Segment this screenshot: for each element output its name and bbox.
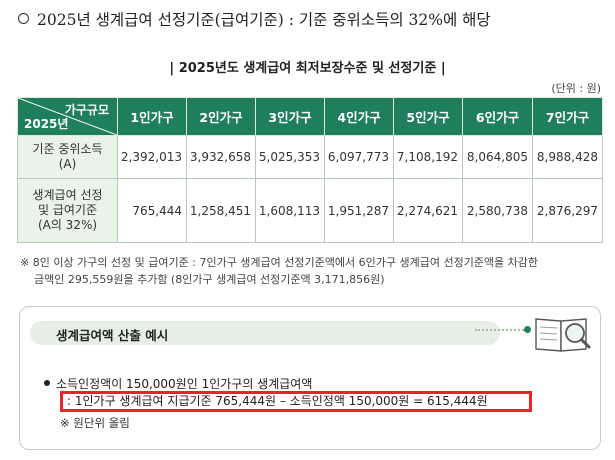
table-cell: 2,876,297 bbox=[532, 178, 603, 243]
table-cell: 2,580,738 bbox=[462, 178, 533, 243]
table-cell: 8,064,805 bbox=[462, 135, 533, 179]
table-cell: 1,951,287 bbox=[324, 178, 394, 243]
row-label: 생계급여 선정 및 급여기준 (A의 32%) bbox=[17, 178, 118, 243]
book-magnifier-icon bbox=[535, 318, 591, 352]
column-header: 5인가구 bbox=[393, 97, 463, 136]
table-note: ※ 8인 이상 가구의 선정 및 급여기준 : 7인가구 생계급여 선정기준액에… bbox=[20, 256, 539, 286]
table-cell: 8,988,428 bbox=[532, 135, 603, 179]
table-cell: 7,108,192 bbox=[393, 135, 463, 179]
example-bullet: 소득인정액이 150,000원인 1인가구의 생계급여액 bbox=[44, 375, 312, 392]
table-cell: 1,258,451 bbox=[186, 178, 256, 243]
table-row: 생계급여 선정 및 급여기준 (A의 32%) 765,444 1,258,45… bbox=[17, 178, 603, 243]
dotted-connector bbox=[475, 326, 531, 333]
calculation-highlight: : 1인가구 생계급여 지급기준 765,444원 – 소득인정액 150,00… bbox=[60, 391, 532, 412]
table-cell: 2,274,621 bbox=[393, 178, 463, 243]
column-header: 2인가구 bbox=[186, 97, 256, 136]
column-header: 1인가구 bbox=[117, 97, 187, 136]
example-title: 생계급여액 산출 예시 bbox=[56, 328, 169, 343]
table-row: 기준 중위소득 (A) 2,392,013 3,932,658 5,025,35… bbox=[17, 135, 603, 179]
table-cell: 5,025,353 bbox=[255, 135, 325, 179]
table-cell: 1,608,113 bbox=[255, 178, 325, 243]
bullet-icon bbox=[44, 380, 50, 386]
example-header: 생계급여액 산출 예시 bbox=[30, 321, 500, 345]
table-title: | 2025년도 생계급여 최저보장수준 및 선정기준 | bbox=[169, 61, 446, 76]
standard-table: 가구규모 2025년 1인가구 2인가구 3인가구 4인가구 5인가구 6인가구… bbox=[17, 97, 603, 243]
table-cell: 3,932,658 bbox=[186, 135, 256, 179]
column-header: 4인가구 bbox=[324, 97, 394, 136]
column-header: 7인가구 bbox=[532, 97, 603, 136]
table-header-row: 가구규모 2025년 1인가구 2인가구 3인가구 4인가구 5인가구 6인가구… bbox=[17, 97, 603, 136]
table-cell: 6,097,773 bbox=[324, 135, 394, 179]
page-heading: 2025년 생계급여 선정기준(급여기준) : 기준 중위소득의 32%에 해당 bbox=[18, 8, 491, 30]
table-cell: 2,392,013 bbox=[117, 135, 187, 179]
table-corner-header: 가구규모 2025년 bbox=[17, 97, 118, 136]
table-cell: 765,444 bbox=[117, 178, 187, 243]
column-header: 3인가구 bbox=[255, 97, 325, 136]
unit-label: (단위 : 원) bbox=[551, 82, 601, 95]
circle-bullet-icon bbox=[18, 13, 29, 24]
example-box: 생계급여액 산출 예시 소득인정액이 150,000원인 1인가구의 생계급여액… bbox=[19, 306, 601, 450]
rounding-note: ※ 원단위 올림 bbox=[60, 416, 130, 430]
row-label: 기준 중위소득 (A) bbox=[17, 135, 118, 179]
column-header: 6인가구 bbox=[462, 97, 533, 136]
